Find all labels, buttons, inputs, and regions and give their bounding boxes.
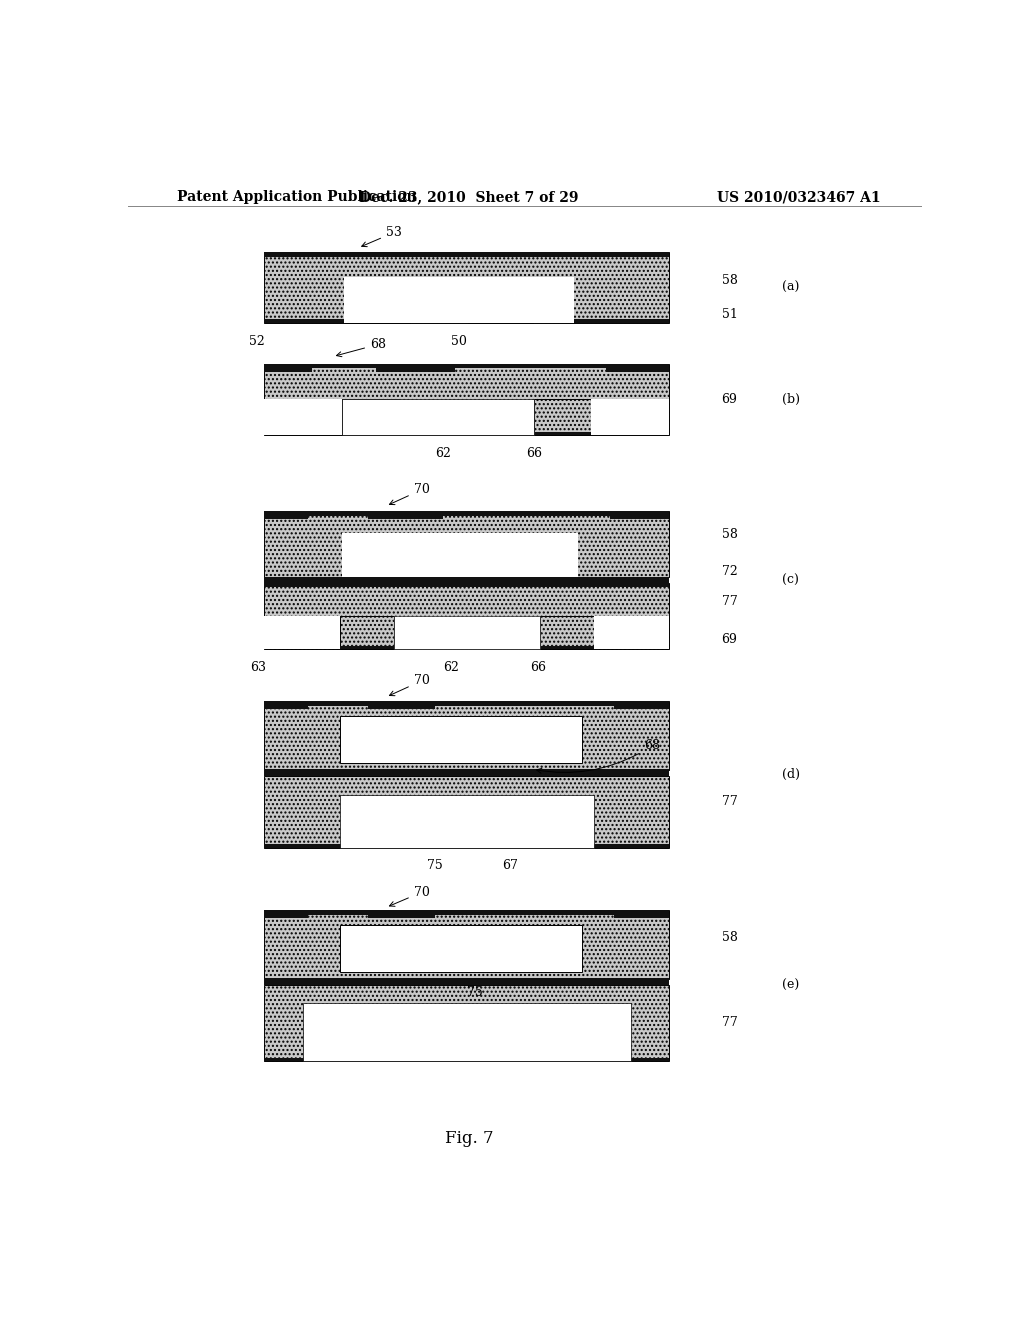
Bar (264, 577, 670, 583)
Text: 51: 51 (722, 309, 737, 322)
Bar (264, 704, 308, 709)
Text: 77: 77 (722, 795, 737, 808)
Bar (303, 1003, 631, 1061)
Bar (264, 583, 670, 587)
Bar (344, 533, 408, 577)
Text: 70: 70 (389, 483, 430, 504)
Bar (264, 776, 670, 847)
Text: Fig. 7: Fig. 7 (445, 1130, 494, 1147)
Bar (264, 364, 670, 434)
Bar (613, 704, 670, 709)
Text: US 2010/0323467 A1: US 2010/0323467 A1 (717, 190, 881, 205)
Bar (340, 717, 582, 763)
Bar (340, 795, 594, 847)
Bar (342, 399, 535, 434)
Bar (264, 319, 670, 323)
Bar (368, 513, 443, 519)
Bar (609, 513, 670, 519)
Bar (264, 252, 670, 323)
Text: Patent Application Publication: Patent Application Publication (177, 190, 417, 205)
Bar (340, 925, 582, 972)
Bar (613, 912, 670, 917)
Bar (264, 845, 670, 847)
Bar (344, 277, 412, 323)
Bar (264, 511, 670, 516)
Text: 70: 70 (389, 675, 430, 696)
Bar (264, 1057, 670, 1061)
Bar (467, 277, 535, 323)
Text: 68: 68 (537, 739, 659, 774)
Bar (376, 366, 455, 372)
Bar (264, 366, 312, 372)
Bar (264, 647, 670, 649)
Text: 52: 52 (249, 335, 264, 348)
Text: 63: 63 (250, 661, 266, 675)
Bar (264, 364, 670, 368)
Bar (535, 399, 592, 434)
Text: 66: 66 (530, 661, 546, 675)
Text: 68: 68 (337, 338, 386, 356)
Text: 72: 72 (722, 565, 737, 578)
Text: 50: 50 (451, 335, 467, 348)
Bar (340, 615, 394, 649)
Text: 53: 53 (361, 226, 401, 247)
Text: 58: 58 (722, 528, 737, 541)
Text: 77: 77 (722, 595, 737, 609)
Bar (264, 909, 670, 915)
Text: 70: 70 (389, 886, 430, 907)
Text: (e): (e) (782, 978, 800, 991)
Text: (a): (a) (782, 281, 800, 294)
Bar (264, 912, 308, 917)
Text: 62: 62 (443, 661, 459, 675)
Text: 69: 69 (722, 393, 737, 405)
Bar (368, 912, 435, 917)
Text: 69: 69 (722, 632, 737, 645)
Text: 62: 62 (435, 446, 451, 459)
Text: (c): (c) (782, 574, 799, 586)
Bar (264, 615, 340, 649)
Bar (368, 704, 435, 709)
Bar (592, 399, 670, 434)
Text: 58: 58 (722, 931, 737, 944)
Text: 77: 77 (722, 1016, 737, 1030)
Bar (459, 533, 522, 577)
Text: 58: 58 (722, 273, 737, 286)
Text: 75: 75 (467, 986, 482, 999)
Bar (264, 701, 670, 771)
Bar (264, 399, 342, 434)
Text: (b): (b) (781, 393, 800, 405)
Text: Dec. 23, 2010  Sheet 7 of 29: Dec. 23, 2010 Sheet 7 of 29 (359, 190, 579, 205)
Bar (344, 277, 574, 323)
Bar (264, 770, 670, 776)
Text: 75: 75 (427, 859, 443, 873)
Text: (d): (d) (781, 768, 800, 781)
Bar (264, 978, 670, 985)
Bar (264, 909, 670, 978)
Bar (594, 615, 670, 649)
Bar (264, 252, 670, 257)
Text: 66: 66 (526, 446, 543, 459)
Bar (394, 615, 540, 649)
Bar (264, 319, 670, 323)
Bar (540, 615, 594, 649)
Bar (264, 701, 670, 706)
Bar (342, 399, 399, 434)
Text: 67: 67 (503, 859, 518, 873)
Bar (264, 513, 308, 519)
Bar (342, 533, 578, 577)
Bar (264, 583, 670, 649)
Bar (264, 432, 670, 434)
Bar (264, 985, 670, 1061)
Bar (264, 511, 670, 577)
Bar (606, 366, 670, 372)
